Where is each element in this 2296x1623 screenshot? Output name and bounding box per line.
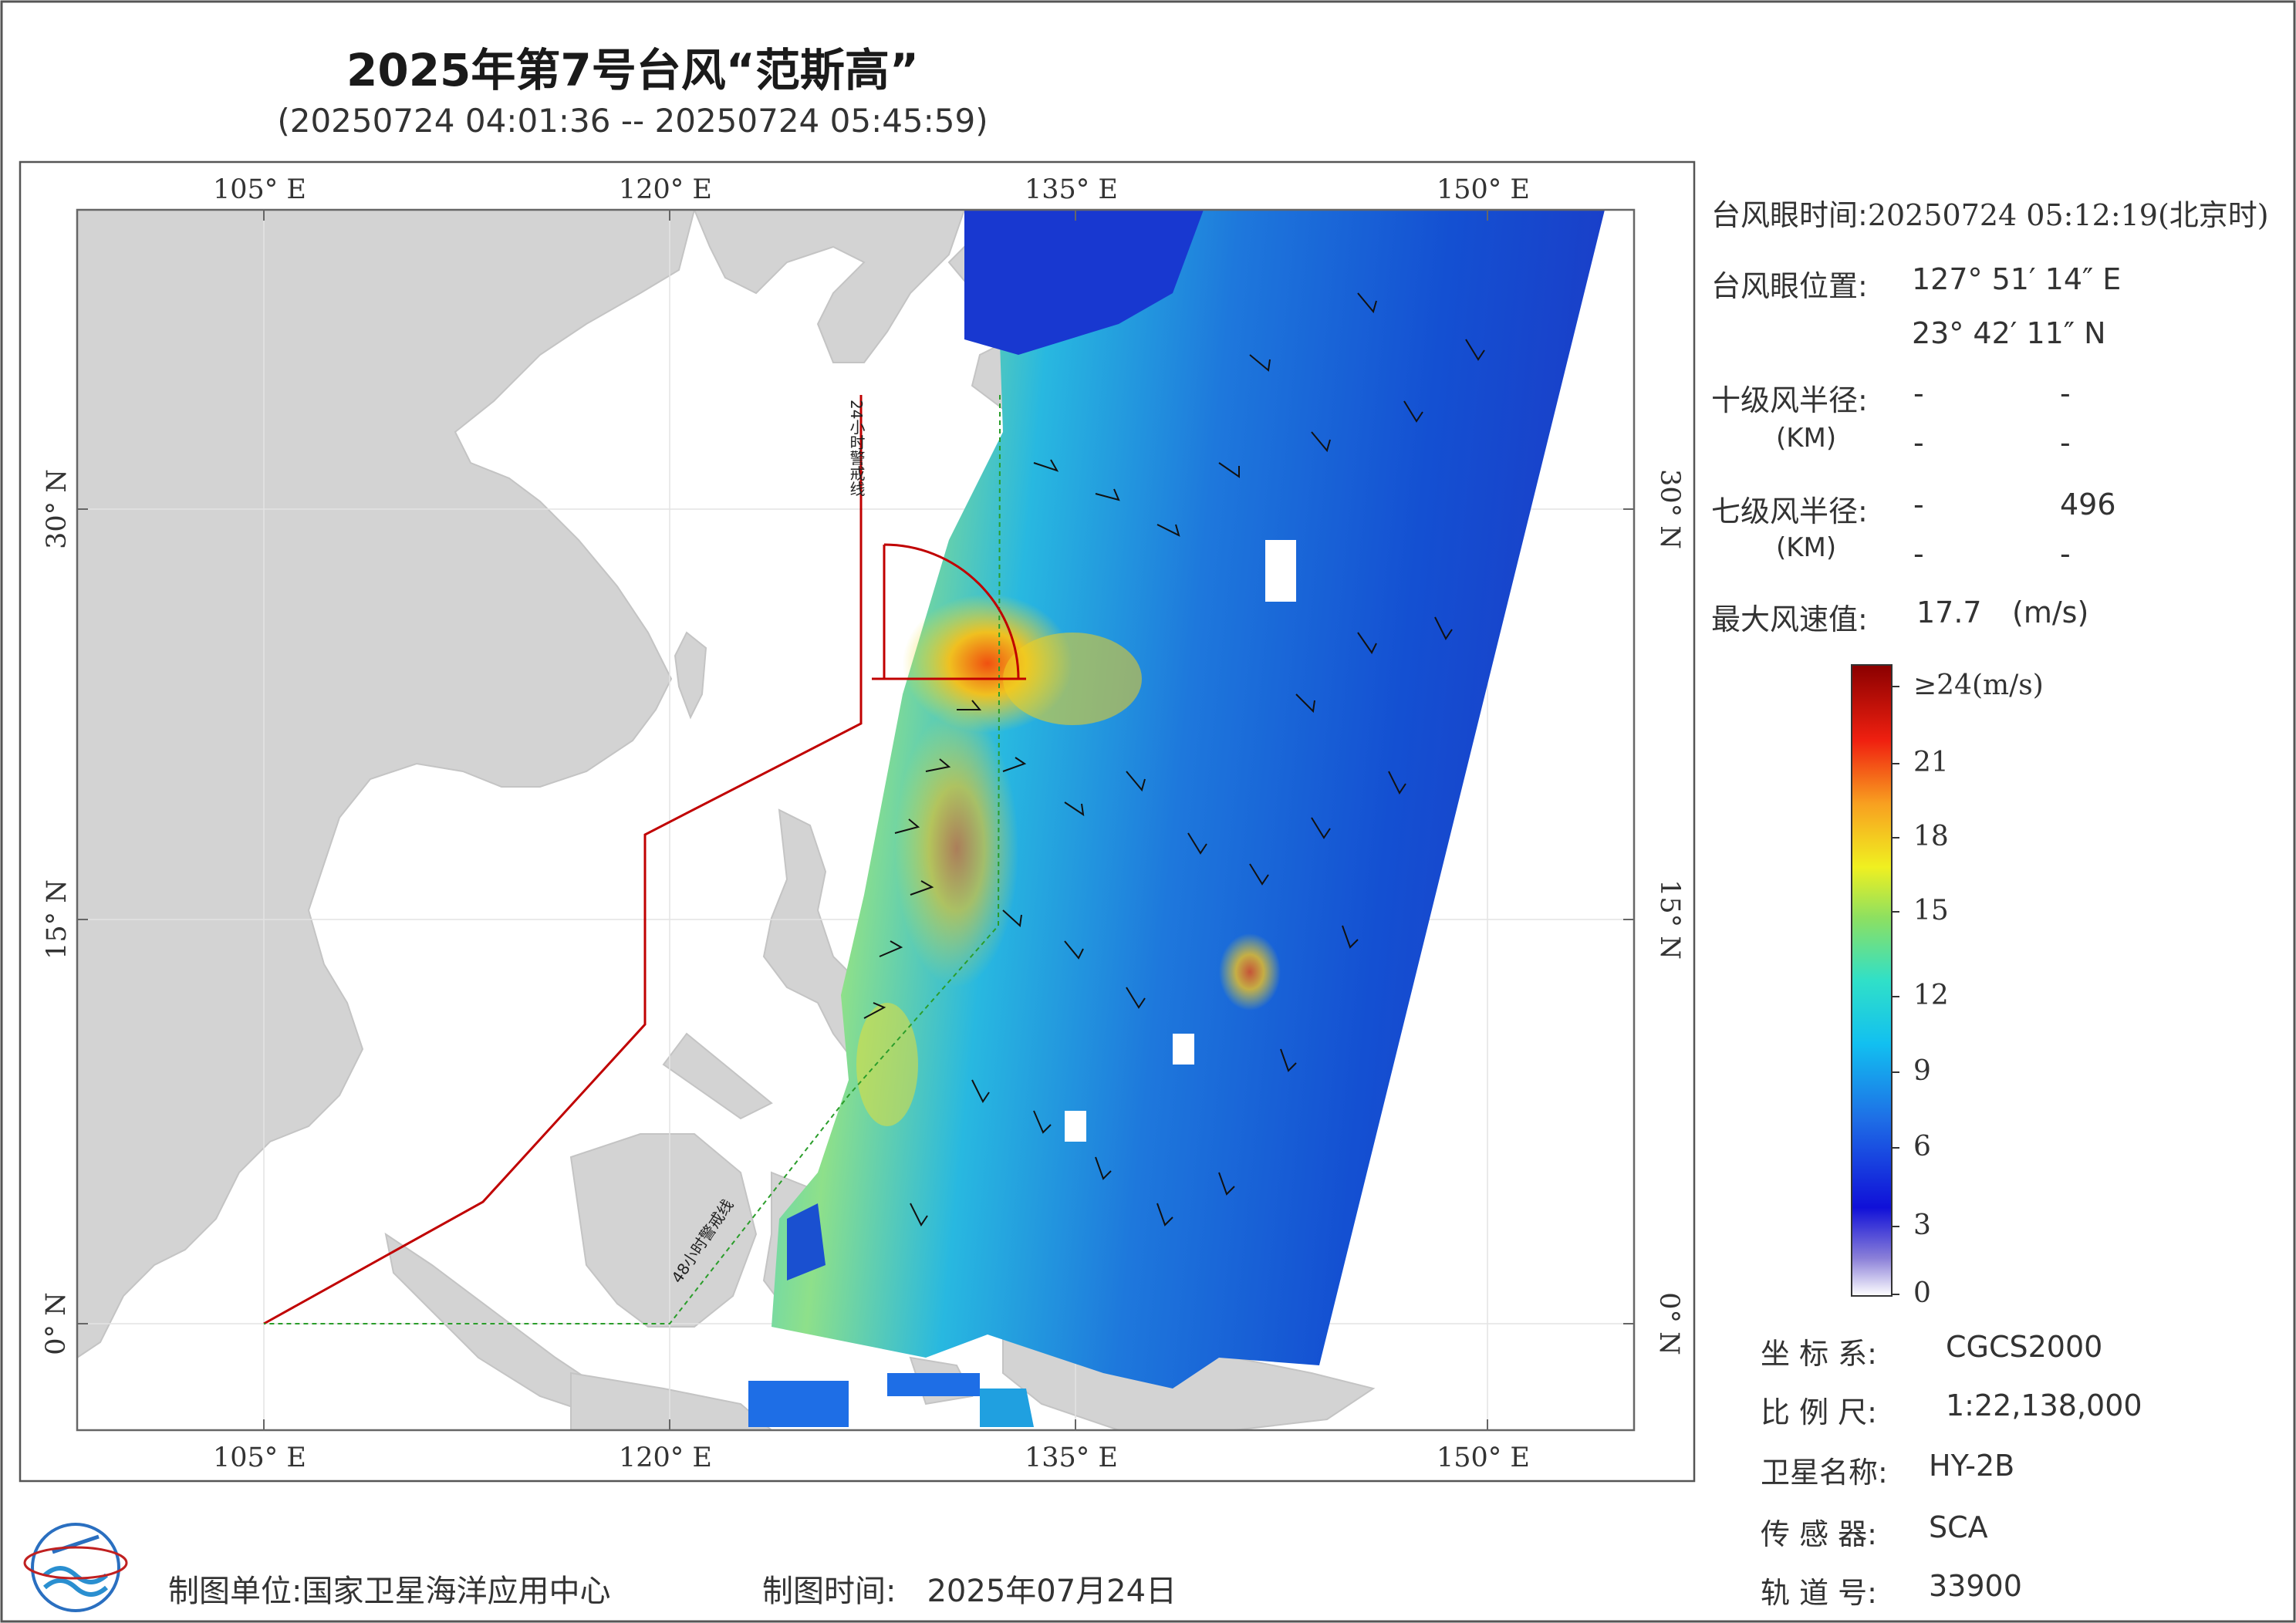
colorbar-label-24: ≥24(m/s) (1913, 670, 2044, 701)
scale-label: 比 例 尺: (1761, 1395, 1877, 1429)
colorbar-label-15: 15 (1913, 895, 1949, 926)
warning-line-48h (264, 395, 1001, 1324)
r7-value-nw: - (2060, 537, 2071, 571)
colorbar-label-18: 18 (1913, 821, 1949, 852)
mapping-unit-value: 国家卫星海洋应用中心 (302, 1574, 611, 1609)
lat-label-left-15: 15° N (41, 879, 73, 960)
lat-label-right-30: 30° N (1653, 469, 1685, 549)
crs-value: CGCS2000 (1946, 1330, 2103, 1364)
lon-label-bottom-120: 120° E (619, 1442, 712, 1473)
eye-position-label: 台风眼位置: (1711, 269, 1868, 303)
satellite-label: 卫星名称: (1761, 1456, 1888, 1490)
r7-value-se: 496 (2060, 488, 2116, 521)
colorbar-label-6: 6 (1913, 1131, 1931, 1162)
mapping-time: 制图时间: 2025年07月24日 (762, 1566, 1177, 1611)
lat-label-left-0: 0° N (40, 1292, 72, 1355)
lat-label-right-0: 0° N (1653, 1292, 1684, 1355)
eye-time-row: 台风眼时间:20250724 05:12:19(北京时) (1711, 191, 2269, 234)
max-wind-label: 最大风速值: (1711, 602, 1868, 636)
tick-marks (77, 210, 1634, 1430)
r10-value-sw: - (1913, 426, 1924, 460)
map-title: 2025年第7号台风“范斯高” (346, 44, 920, 96)
orbit-value: 33900 (1929, 1569, 2022, 1603)
eye-latitude: 23° 42′ 11″ N (1912, 316, 2106, 350)
r7-label: 七级风半径: (1711, 494, 1868, 528)
colorbar-label-21: 21 (1913, 747, 1949, 778)
r10-value-ne: - (1913, 376, 1924, 410)
r10-value-se: - (2060, 376, 2071, 410)
orbit-label: 轨 道 号: (1761, 1576, 1877, 1610)
colorbar (1851, 664, 1893, 1297)
colorbar-label-12: 12 (1913, 980, 1949, 1011)
mapping-time-label: 制图时间: (762, 1574, 896, 1609)
r7-value-sw: - (1913, 537, 1924, 571)
sensor-label: 传 感 器: (1761, 1517, 1877, 1551)
map-outer-frame (19, 160, 1696, 1483)
r10-value-nw: - (2060, 426, 2071, 460)
r10-label: 十级风半径: (1711, 383, 1868, 417)
warning-line-24h (263, 395, 863, 1325)
time-range-subtitle: (20250724 04:01:36 -- 20250724 05:45:59) (277, 102, 988, 140)
lon-label-bottom-105: 105° E (213, 1442, 306, 1473)
lon-label-top-120: 120° E (619, 174, 712, 205)
crs-label: 坐 标 系: (1761, 1337, 1877, 1371)
map-inner-frame (76, 208, 1636, 1432)
lon-label-top-105: 105° E (213, 174, 306, 205)
colorbar-ticks (1892, 686, 1899, 1295)
satellite-value: HY-2B (1929, 1449, 2015, 1483)
colorbar-label-9: 9 (1913, 1055, 1931, 1087)
max-wind-unit: (m/s) (2012, 596, 2089, 629)
mapping-unit: 制图单位:国家卫星海洋应用中心 (168, 1566, 610, 1611)
mapping-time-value: 2025年07月24日 (927, 1574, 1177, 1609)
lat-label-right-15: 15° N (1653, 879, 1685, 960)
r7-unit: (KM) (1776, 532, 1837, 563)
eye-time-label: 台风眼时间: (1711, 198, 1868, 232)
lon-label-top-150: 150° E (1437, 174, 1530, 205)
colorbar-label-3: 3 (1913, 1210, 1931, 1241)
r10-unit: (KM) (1776, 423, 1837, 454)
warning-24h-label: 24小时警戒线 (847, 400, 866, 497)
r7-value-ne: - (1913, 488, 1924, 521)
lon-label-bottom-135: 135° E (1025, 1442, 1118, 1473)
lon-label-top-135: 135° E (1025, 174, 1118, 205)
colorbar-label-0: 0 (1913, 1277, 1931, 1309)
eye-longitude: 127° 51′ 14″ E (1912, 262, 2122, 296)
scale-value: 1:22,138,000 (1946, 1388, 2142, 1422)
lat-label-left-30: 30° N (41, 469, 73, 549)
sensor-value: SCA (1929, 1510, 1988, 1544)
map-body (77, 210, 1634, 1430)
eye-time-value: 20250724 05:12:19(北京时) (1867, 198, 2269, 232)
lon-label-bottom-150: 150° E (1437, 1442, 1530, 1473)
mapping-unit-label: 制图单位: (168, 1574, 302, 1609)
soa-logo (23, 1523, 128, 1612)
max-wind-value: 17.7 (1916, 596, 1982, 629)
wind-barbs (863, 292, 1485, 1227)
wind-radius-quadrant (872, 543, 1026, 680)
